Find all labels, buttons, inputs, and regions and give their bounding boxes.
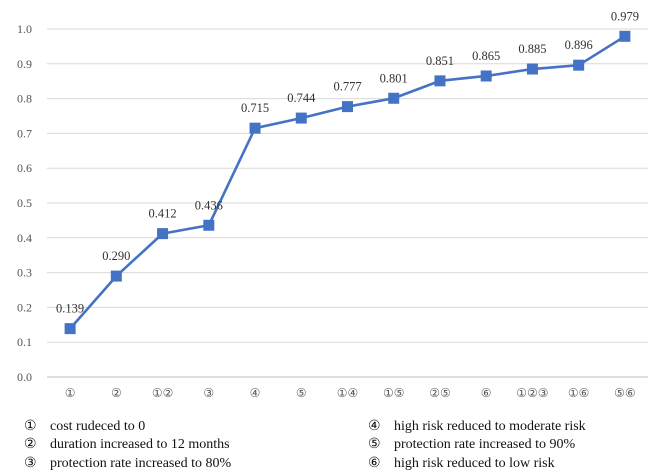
data-point xyxy=(295,112,307,124)
y-tick-label: 0.0 xyxy=(17,370,32,384)
y-tick-label: 0.8 xyxy=(17,92,32,106)
legend-item-3: ③ protection rate increased to 80% xyxy=(24,455,231,472)
legend-marker: ① xyxy=(24,419,37,434)
x-tick-label: ①④ xyxy=(337,386,359,400)
data-point xyxy=(342,101,353,113)
legend-text: high risk reduced to low risk xyxy=(394,456,555,471)
legend-item-6: ⑥ high risk reduced to low risk xyxy=(368,455,555,472)
y-tick-label: 0.9 xyxy=(17,57,32,71)
y-tick-label: 0.1 xyxy=(17,335,32,349)
legend-text: protection rate increased to 90% xyxy=(394,437,576,452)
data-label: 0.436 xyxy=(195,198,223,212)
data-point xyxy=(157,228,169,240)
x-tick-label: ①⑥ xyxy=(568,386,590,400)
x-tick-label: ⑤ xyxy=(296,386,307,400)
data-label: 0.896 xyxy=(565,38,593,52)
x-tick-label: ⑥ xyxy=(481,386,492,400)
x-tick-label: ③ xyxy=(203,386,214,400)
data-label: 0.290 xyxy=(102,249,130,263)
data-label: 0.139 xyxy=(56,302,84,316)
data-label: 0.851 xyxy=(426,54,454,68)
data-label: 0.715 xyxy=(241,101,269,115)
data-label: 0.744 xyxy=(287,91,316,105)
legend-item-1: ① cost rudeced to 0 xyxy=(24,418,145,435)
legend-marker: ⑤ xyxy=(368,437,381,452)
legend-text: cost rudeced to 0 xyxy=(50,419,146,434)
y-tick-label: 0.2 xyxy=(17,300,32,314)
y-tick-label: 0.6 xyxy=(17,161,32,175)
legend-marker: ④ xyxy=(368,419,381,434)
data-point xyxy=(64,323,76,335)
x-tick-label: ⑤⑥ xyxy=(614,386,636,400)
x-tick-label: ①② xyxy=(152,386,174,400)
legend-item-4: ④ high risk reduced to moderate risk xyxy=(368,418,586,435)
legend-text: duration increased to 12 months xyxy=(50,437,230,452)
data-label: 0.801 xyxy=(380,71,408,85)
x-tick-label: ① xyxy=(65,386,76,400)
legend-text: protection rate increased to 80% xyxy=(50,456,232,471)
data-point xyxy=(573,59,585,71)
x-tick-label: ② xyxy=(111,386,122,400)
x-tick-label: ①⑤ xyxy=(383,386,405,400)
legend-marker: ⑥ xyxy=(368,456,381,471)
data-label: 0.979 xyxy=(611,9,639,23)
y-tick-label: 0.5 xyxy=(17,196,32,210)
x-tick-label: ①②③ xyxy=(516,386,548,400)
data-point xyxy=(434,75,446,87)
data-label: 0.885 xyxy=(518,42,546,56)
y-tick-label: 0.4 xyxy=(17,231,32,245)
legend-marker: ② xyxy=(24,437,37,452)
y-tick-label: 0.3 xyxy=(17,266,32,280)
data-point xyxy=(110,270,122,282)
data-point xyxy=(203,219,215,231)
legend-marker: ③ xyxy=(24,456,37,471)
x-tick-label: ②⑤ xyxy=(429,386,451,400)
legend-item-2: ② duration increased to 12 months xyxy=(24,436,230,453)
line-chart: 0.00.10.20.30.40.50.60.70.80.91.0① ② ①② ③ ④ ⑤… xyxy=(17,9,648,400)
data-label: 0.865 xyxy=(472,49,500,63)
x-tick-label: ④ xyxy=(250,386,261,400)
data-point xyxy=(526,63,538,75)
y-tick-label: 1.0 xyxy=(17,22,32,36)
data-point xyxy=(388,92,400,104)
legend-text: high risk reduced to moderate risk xyxy=(394,419,586,434)
data-point xyxy=(480,70,492,82)
data-point xyxy=(249,122,261,134)
data-point xyxy=(619,30,631,42)
legend-item-5: ⑤ protection rate increased to 90% xyxy=(368,436,575,453)
data-label: 0.412 xyxy=(149,207,177,221)
data-label: 0.777 xyxy=(333,80,361,94)
y-tick-label: 0.7 xyxy=(17,126,32,140)
